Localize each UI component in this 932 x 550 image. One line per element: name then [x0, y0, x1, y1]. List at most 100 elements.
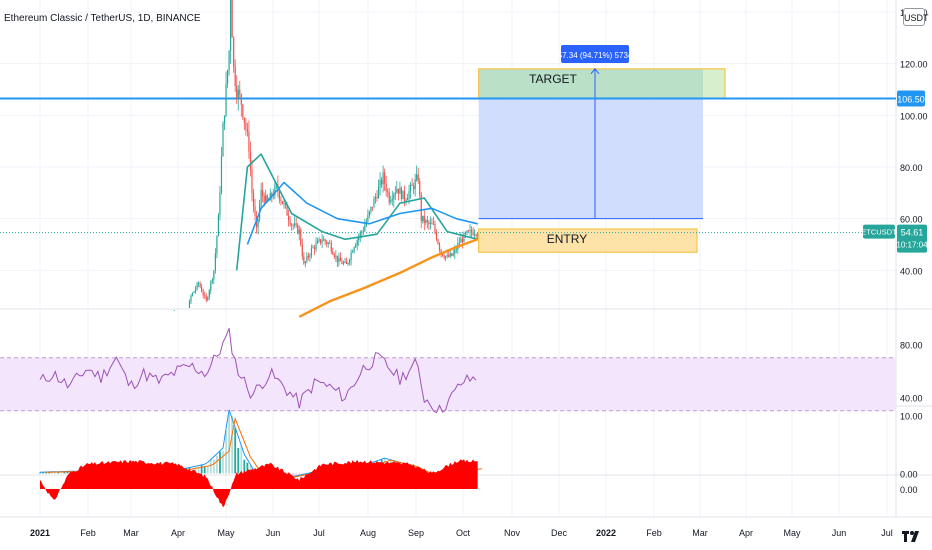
- candle-body[interactable]: [233, 37, 235, 67]
- candle-body[interactable]: [260, 190, 262, 206]
- candle-body[interactable]: [370, 206, 372, 212]
- candle-body[interactable]: [434, 223, 436, 232]
- candle-body[interactable]: [310, 247, 313, 256]
- candle-body[interactable]: [194, 288, 197, 292]
- candle-body[interactable]: [228, 50, 230, 71]
- candle-body[interactable]: [330, 243, 332, 252]
- candle-body[interactable]: [309, 255, 311, 258]
- candle-body[interactable]: [352, 251, 354, 253]
- candle-body[interactable]: [323, 239, 325, 241]
- candle-body[interactable]: [411, 184, 413, 186]
- candle-body[interactable]: [364, 225, 366, 232]
- candle-body[interactable]: [458, 242, 460, 244]
- candle-body[interactable]: [460, 238, 462, 243]
- candle-body[interactable]: [356, 240, 358, 245]
- candle-body[interactable]: [338, 257, 340, 263]
- candle-body[interactable]: [440, 249, 442, 254]
- candle-body[interactable]: [240, 94, 242, 105]
- candle-body[interactable]: [333, 254, 335, 257]
- candle-body[interactable]: [213, 270, 215, 280]
- candle-body[interactable]: [376, 196, 378, 199]
- candle-body[interactable]: [397, 188, 399, 194]
- chart-symbol-title[interactable]: Ethereum Classic / TetherUS, 1D, BINANCE: [4, 13, 201, 24]
- candle-body[interactable]: [350, 252, 352, 261]
- candle-body[interactable]: [419, 181, 421, 195]
- candle-body[interactable]: [428, 222, 430, 224]
- candle-body[interactable]: [220, 156, 223, 193]
- candle-body[interactable]: [190, 295, 192, 302]
- candle-body[interactable]: [394, 192, 396, 195]
- candle-body[interactable]: [448, 255, 450, 257]
- candle-body[interactable]: [429, 222, 431, 224]
- candle-body[interactable]: [262, 190, 264, 197]
- candle-body[interactable]: [426, 220, 428, 223]
- candle-body[interactable]: [286, 205, 288, 216]
- candle-body[interactable]: [443, 255, 445, 258]
- candle-body[interactable]: [198, 283, 200, 285]
- candle-body[interactable]: [388, 191, 390, 203]
- candle-body[interactable]: [287, 215, 290, 221]
- candle-body[interactable]: [358, 237, 360, 241]
- candle-body[interactable]: [266, 195, 268, 202]
- candle-body[interactable]: [320, 239, 322, 243]
- candle-body[interactable]: [254, 206, 256, 216]
- candle-body[interactable]: [455, 249, 457, 251]
- candle-body[interactable]: [390, 200, 392, 203]
- candle-body[interactable]: [216, 236, 218, 254]
- candle-body[interactable]: [196, 283, 198, 289]
- candle-body[interactable]: [446, 255, 448, 257]
- candle-body[interactable]: [336, 255, 338, 263]
- candle-body[interactable]: [382, 172, 384, 185]
- candle-body[interactable]: [475, 234, 477, 236]
- tradingview-logo[interactable]: [900, 528, 924, 544]
- candle-body[interactable]: [291, 224, 293, 226]
- candle-body[interactable]: [307, 255, 309, 258]
- candle-body[interactable]: [251, 169, 253, 194]
- candle-body[interactable]: [327, 242, 329, 244]
- candle-body[interactable]: [361, 231, 363, 233]
- candle-body[interactable]: [464, 233, 467, 235]
- candle-body[interactable]: [312, 247, 314, 249]
- candle-body[interactable]: [269, 193, 271, 201]
- time-axis[interactable]: 2021 Feb Mar Apr May Jun Jul Aug Sep Oct Nov Dec 202…: [30, 528, 893, 538]
- candle-body[interactable]: [420, 194, 422, 221]
- candle-body[interactable]: [217, 214, 220, 237]
- candle-body[interactable]: [442, 253, 444, 256]
- candle-body[interactable]: [461, 238, 464, 243]
- target-zone-extension[interactable]: [703, 68, 725, 99]
- candle-body[interactable]: [316, 240, 319, 244]
- candle-body[interactable]: [335, 255, 337, 257]
- candle-body[interactable]: [283, 203, 285, 205]
- candle-body[interactable]: [263, 196, 265, 203]
- candle-body[interactable]: [214, 253, 216, 271]
- candle-body[interactable]: [387, 191, 389, 193]
- candle-body[interactable]: [231, 0, 233, 38]
- candle-body[interactable]: [222, 123, 224, 157]
- candle-body[interactable]: [284, 203, 287, 206]
- candle-body[interactable]: [315, 243, 317, 250]
- candle-body[interactable]: [332, 251, 334, 255]
- candle-body[interactable]: [295, 223, 297, 225]
- candle-body[interactable]: [416, 174, 418, 180]
- candle-body[interactable]: [469, 229, 471, 231]
- price-candles[interactable]: [173, 0, 479, 311]
- candle-body[interactable]: [399, 187, 401, 194]
- projection-label-box[interactable]: [561, 45, 629, 63]
- candle-body[interactable]: [400, 187, 403, 200]
- candle-body[interactable]: [371, 206, 374, 208]
- symbol-tag[interactable]: [863, 224, 895, 239]
- candle-body[interactable]: [219, 192, 221, 215]
- candle-body[interactable]: [306, 255, 308, 262]
- candle-body[interactable]: [245, 122, 247, 130]
- candle-body[interactable]: [385, 183, 387, 192]
- candle-body[interactable]: [368, 211, 370, 215]
- candle-body[interactable]: [230, 0, 232, 51]
- candle-body[interactable]: [234, 66, 236, 87]
- candle-body[interactable]: [425, 220, 427, 223]
- candle-body[interactable]: [339, 257, 342, 262]
- candle-body[interactable]: [431, 222, 433, 225]
- candle-body[interactable]: [278, 192, 281, 200]
- candle-body[interactable]: [249, 151, 252, 170]
- candle-body[interactable]: [208, 290, 210, 298]
- candle-body[interactable]: [409, 184, 412, 192]
